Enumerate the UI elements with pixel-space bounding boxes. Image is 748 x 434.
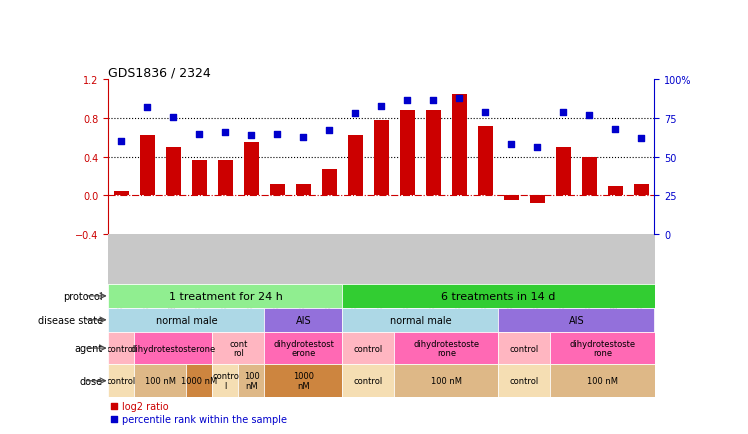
Point [108,415,120,422]
Bar [114,192,129,196]
Bar [634,184,649,196]
Point [219,129,231,136]
Bar [186,365,212,397]
Bar [108,284,343,308]
Bar [218,160,233,196]
Bar [530,196,545,204]
Bar [399,111,415,196]
Text: dihydrotestoste
rone: dihydrotestoste rone [414,339,479,358]
Bar [265,365,343,397]
Bar [265,332,343,365]
Text: control: control [107,344,136,353]
Bar [239,365,265,397]
Text: 1000
nM: 1000 nM [293,372,314,390]
Bar [394,332,498,365]
Text: 1 treatment for 24 h: 1 treatment for 24 h [168,291,283,301]
Text: normal male: normal male [390,315,451,325]
Point [532,145,544,151]
Bar [108,365,135,397]
Text: normal male: normal male [156,315,217,325]
Text: AIS: AIS [295,315,311,325]
Bar [295,184,311,196]
Bar [212,332,265,365]
Text: disease state: disease state [38,315,103,325]
Text: GDS1836 / 2324: GDS1836 / 2324 [108,66,211,79]
Point [506,141,518,148]
Point [194,131,206,138]
Bar [244,143,260,196]
Point [323,128,335,135]
Bar [498,332,551,365]
Bar [503,196,519,201]
Bar [374,121,389,196]
Bar [498,365,551,397]
Bar [478,127,493,196]
Text: contro
l: contro l [212,372,239,390]
Point [557,109,569,116]
Point [349,111,361,118]
Bar [108,332,135,365]
Bar [191,160,207,196]
Text: 1000 nM: 1000 nM [181,376,218,385]
Text: control: control [510,344,539,353]
Point [453,95,465,102]
Text: 100 nM: 100 nM [145,376,176,385]
Bar [343,284,654,308]
Bar [135,332,212,365]
Text: control: control [354,376,383,385]
Text: cont
rol: cont rol [230,339,248,358]
Bar [498,308,654,332]
Point [141,105,153,112]
Text: 100
nM: 100 nM [244,372,260,390]
Bar [343,365,394,397]
Text: control: control [107,376,136,385]
Point [610,126,622,133]
Bar [343,332,394,365]
Text: agent: agent [75,343,103,353]
Text: 6 treatments in 14 d: 6 treatments in 14 d [441,291,556,301]
Point [479,109,491,116]
Text: dihydrotestosterone: dihydrotestosterone [131,344,216,353]
Text: 100 nM: 100 nM [587,376,618,385]
Bar [140,136,156,196]
Point [168,114,180,121]
Text: AIS: AIS [568,315,584,325]
Bar [551,365,654,397]
Point [583,112,595,119]
Text: 100 nM: 100 nM [431,376,462,385]
Point [245,132,257,139]
Bar [452,95,468,196]
Point [636,135,648,142]
Text: control: control [510,376,539,385]
Bar [607,186,623,196]
Bar [348,136,364,196]
Point [108,402,120,409]
Bar [322,170,337,196]
Bar [343,308,498,332]
Text: protocol: protocol [64,291,103,301]
Point [298,134,310,141]
Bar [135,365,186,397]
Bar [270,184,285,196]
Bar [582,157,598,196]
Point [115,138,127,145]
Bar [108,308,265,332]
Point [375,103,387,110]
Bar [556,148,571,196]
Bar [212,365,239,397]
Bar [165,148,181,196]
Bar [551,332,654,365]
Bar [265,308,343,332]
Text: dose: dose [80,376,103,386]
Text: dihydrotestoste
rone: dihydrotestoste rone [569,339,636,358]
Bar [394,365,498,397]
Text: dihydrotestost
erone: dihydrotestost erone [273,339,334,358]
Text: log2 ratio: log2 ratio [122,401,169,411]
Text: percentile rank within the sample: percentile rank within the sample [122,414,287,424]
Text: control: control [354,344,383,353]
Point [428,97,440,104]
Point [272,131,283,138]
Point [402,97,414,104]
Bar [426,111,441,196]
